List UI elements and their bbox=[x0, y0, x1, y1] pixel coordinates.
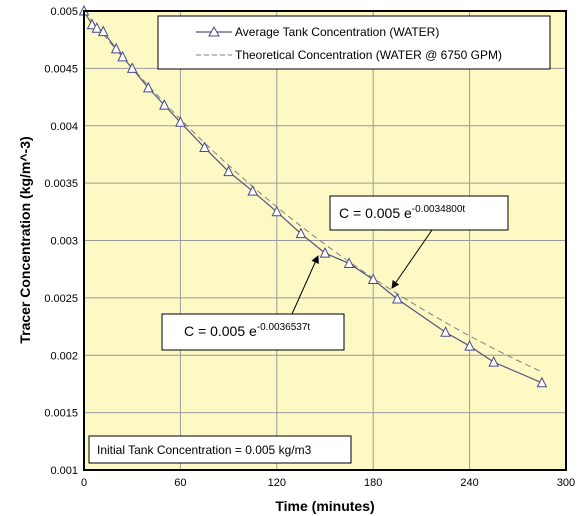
y-tick-label: 0.002 bbox=[50, 350, 78, 362]
data-point-marker bbox=[91, 22, 103, 33]
average-equation-annotation: C = 0.005 e-0.0036537t bbox=[161, 255, 345, 351]
average-equation-box bbox=[161, 313, 345, 351]
initial-concentration-note: Initial Tank Concentration = 0.005 kg/m3 bbox=[88, 435, 352, 464]
data-point-marker bbox=[175, 116, 186, 127]
theoretical-equation-arrow bbox=[391, 229, 433, 289]
theoretical-equation-box bbox=[329, 195, 509, 231]
y-tick-label: 0.0035 bbox=[44, 178, 78, 190]
data-point-marker bbox=[488, 356, 500, 367]
data-point-marker bbox=[440, 326, 451, 337]
plot-border bbox=[83, 10, 567, 471]
initial-concentration-box bbox=[88, 435, 352, 464]
y-tick-label: 0.005 bbox=[50, 6, 78, 18]
x-axis-label: Time (minutes) bbox=[275, 498, 374, 514]
x-tick-label: 0 bbox=[81, 477, 87, 489]
data-point-marker bbox=[159, 98, 170, 110]
average-equation-text: C = 0.005 e-0.0036537t bbox=[184, 322, 310, 339]
data-point-marker bbox=[295, 227, 307, 239]
data-point-marker bbox=[271, 205, 283, 217]
data-point-marker bbox=[110, 42, 122, 54]
data-point-marker bbox=[199, 141, 210, 153]
data-point-marker bbox=[223, 165, 234, 177]
x-tick-label: 180 bbox=[364, 477, 382, 489]
legend-box bbox=[157, 15, 551, 70]
x-tick-label: 120 bbox=[268, 477, 286, 489]
tick-labels: 0 60 120 180 240 300 0.001 0.0015 0.002 0.0025 0.0… bbox=[44, 6, 575, 489]
data-point-marker bbox=[319, 247, 331, 258]
average-equation-arrow bbox=[291, 255, 319, 315]
y-tick-label: 0.0015 bbox=[44, 408, 78, 420]
initial-concentration-text: Initial Tank Concentration = 0.005 kg/m3 bbox=[97, 443, 312, 457]
data-point-marker bbox=[247, 185, 259, 196]
y-tick-label: 0.0045 bbox=[44, 63, 78, 75]
theoretical-equation-text: C = 0.005 e-0.0034800t bbox=[339, 204, 465, 221]
data-point-marker bbox=[142, 81, 154, 93]
data-point-marker bbox=[367, 273, 379, 285]
y-tick-label: 0.003 bbox=[50, 236, 78, 248]
data-point-marker bbox=[391, 292, 403, 304]
legend: Average Tank Concentration (WATER) Theor… bbox=[157, 15, 551, 70]
y-tick-label: 0.001 bbox=[50, 465, 78, 477]
data-point-marker bbox=[126, 62, 138, 73]
data-point-marker bbox=[117, 50, 128, 62]
theoretical-concentration-line bbox=[83, 10, 543, 373]
series-layer bbox=[78, 4, 548, 388]
data-point-marker bbox=[536, 376, 548, 388]
legend-theoretical-label: Theoretical Concentration (WATER @ 6750 … bbox=[235, 48, 502, 62]
data-point-marker bbox=[97, 25, 109, 37]
x-tick-label: 60 bbox=[174, 477, 186, 489]
data-point-marker bbox=[86, 18, 98, 30]
y-axis-label: Tracer Concentration (kg/m^-3) bbox=[17, 136, 33, 343]
legend-triangle-marker-icon bbox=[208, 25, 220, 37]
y-tick-label: 0.0025 bbox=[44, 293, 78, 305]
data-point-marker bbox=[343, 257, 355, 268]
y-tick-label: 0.004 bbox=[50, 121, 78, 133]
data-point-marker bbox=[464, 339, 475, 351]
theoretical-equation-annotation: C = 0.005 e-0.0034800t bbox=[329, 195, 509, 289]
x-tick-label: 300 bbox=[557, 477, 575, 489]
x-tick-label: 240 bbox=[460, 477, 478, 489]
legend-average-label: Average Tank Concentration (WATER) bbox=[235, 25, 439, 39]
